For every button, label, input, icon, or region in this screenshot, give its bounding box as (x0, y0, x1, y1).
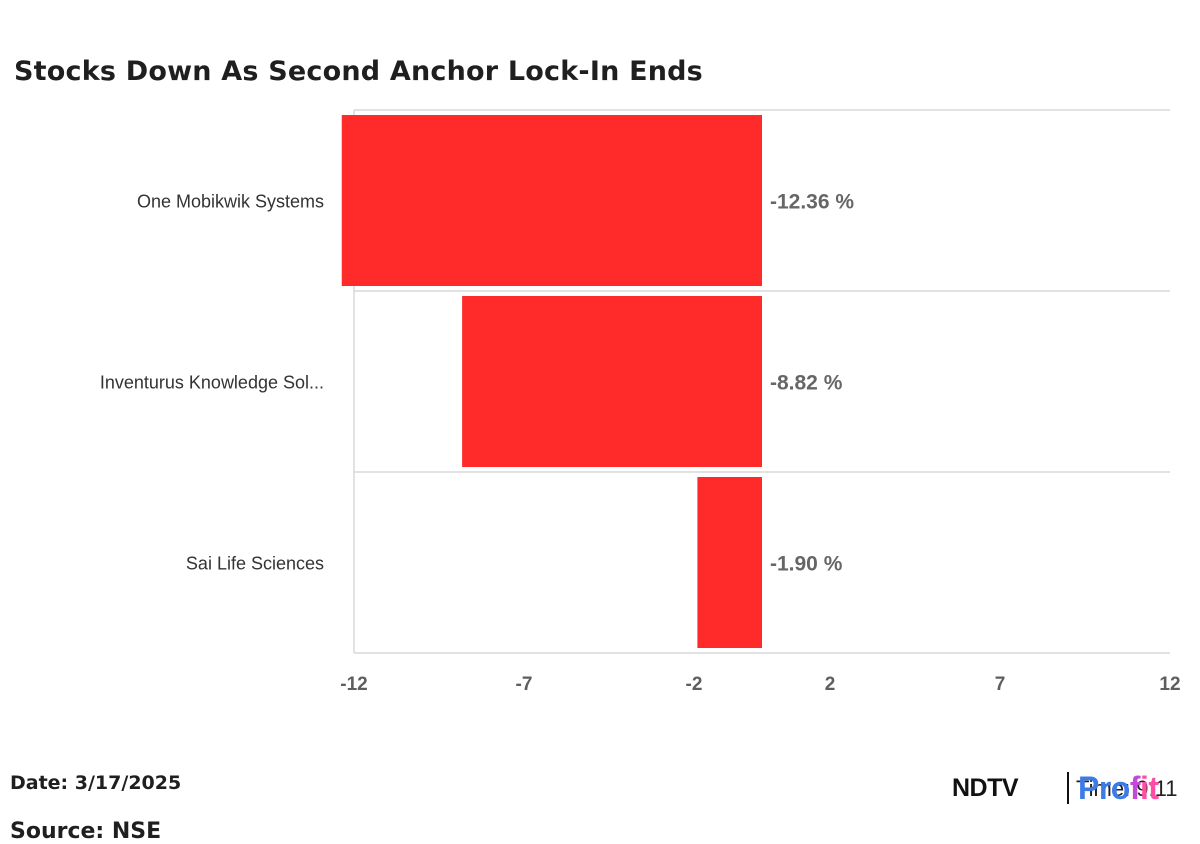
footer-date: Date: 3/17/2025 (10, 772, 182, 794)
bar (462, 296, 762, 467)
x-tick-label: 12 (1159, 674, 1180, 695)
bar (341, 115, 762, 286)
x-tick-label: -7 (516, 674, 533, 695)
data-label: -8.82 % (770, 372, 843, 395)
category-label: Sai Life Sciences (186, 554, 324, 574)
brand-ndtv-text: NDTV (952, 774, 1019, 802)
x-tick-label: 7 (995, 674, 1006, 695)
x-tick-label: -2 (686, 674, 703, 695)
ndtv-profit-logo: NDTV Time: 9:11 Profit (952, 768, 1192, 808)
footer-time: Time: 9:11 (1076, 776, 1178, 801)
category-label: Inventurus Knowledge Sol... (100, 373, 324, 393)
brand-divider (1067, 772, 1069, 804)
x-tick-label: -12 (340, 674, 367, 695)
x-tick-label: 2 (825, 674, 836, 695)
category-label: One Mobikwik Systems (137, 192, 324, 212)
data-label: -1.90 % (770, 553, 843, 576)
bar (697, 477, 762, 648)
brand-profit-text: Profit (1078, 770, 1159, 806)
data-label: -12.36 % (770, 191, 854, 214)
chart-title: Stocks Down As Second Anchor Lock-In End… (14, 56, 703, 87)
bar-chart: One Mobikwik Systems -12.36 % Inventurus K… (100, 109, 1181, 695)
footer-source: Source: NSE (10, 819, 162, 844)
